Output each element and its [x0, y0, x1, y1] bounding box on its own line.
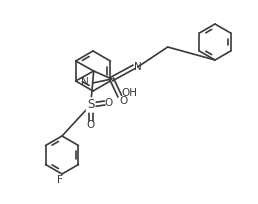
Text: O: O [86, 120, 95, 130]
Text: N: N [134, 62, 142, 72]
Text: O: O [119, 96, 128, 106]
Text: N: N [81, 77, 89, 87]
Text: F: F [57, 175, 63, 185]
Text: S: S [87, 99, 94, 112]
Text: O: O [104, 98, 113, 108]
Text: OH: OH [122, 88, 138, 98]
